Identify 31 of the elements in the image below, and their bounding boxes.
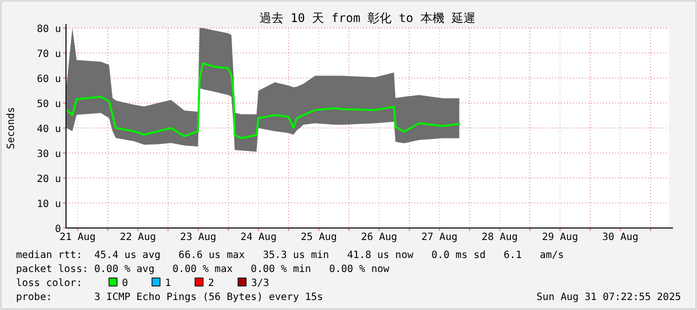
y-tick-label: 0 xyxy=(54,224,61,235)
y-tick-label: 10 u xyxy=(36,199,61,210)
y-tick-label: 70 u xyxy=(36,49,61,60)
legend-label: 1 xyxy=(165,278,172,289)
text: Sun Aug 31 07:22:55 2025 xyxy=(536,292,681,303)
text: median rtt: 45.4 us avg 66.6 us max 35.3 us min 41.8 us now 0.0 ms sd 6.1 am/s xyxy=(16,250,564,261)
x-tick-label: 28 Aug xyxy=(482,232,518,243)
x-tick-label: 29 Aug xyxy=(542,232,578,243)
legend-label: 0 xyxy=(122,278,128,289)
x-tick-label: 24 Aug xyxy=(240,232,277,243)
x-tick-label: 21 Aug xyxy=(60,232,96,243)
y-tick-label: 20 u xyxy=(36,174,61,185)
text: packet loss: 0.00 % avg 0.00 % max 0.00 % min 0.00 % now xyxy=(16,264,390,275)
legend-label: 2 xyxy=(208,278,214,289)
text: probe: 3 ICMP Echo Pings (56 Bytes) every 15s xyxy=(16,292,324,303)
legend-title: loss color: xyxy=(16,278,82,289)
y-axis-title: Seconds xyxy=(6,106,17,150)
line-series xyxy=(66,62,460,140)
chart-title: 過去 10 天 from 彰化 to 本機 延遲 xyxy=(259,11,476,25)
y-tick-label: 50 u xyxy=(36,99,61,110)
x-tick-label: 26 Aug xyxy=(361,232,398,243)
y-tick-label: 30 u xyxy=(36,149,61,160)
x-tick-label: 30 Aug xyxy=(602,232,638,243)
y-tick-label: 40 u xyxy=(36,124,61,135)
x-tick-label: 23 Aug xyxy=(180,232,216,243)
y-tick-label: 80 u xyxy=(36,24,61,35)
y-tick-label: 60 u xyxy=(36,74,61,85)
x-tick-label: 25 Aug xyxy=(300,232,337,243)
x-tick-label: 27 Aug xyxy=(421,232,458,243)
legend-label: 3/3 xyxy=(251,278,270,289)
x-tick-label: 22 Aug xyxy=(120,232,156,243)
